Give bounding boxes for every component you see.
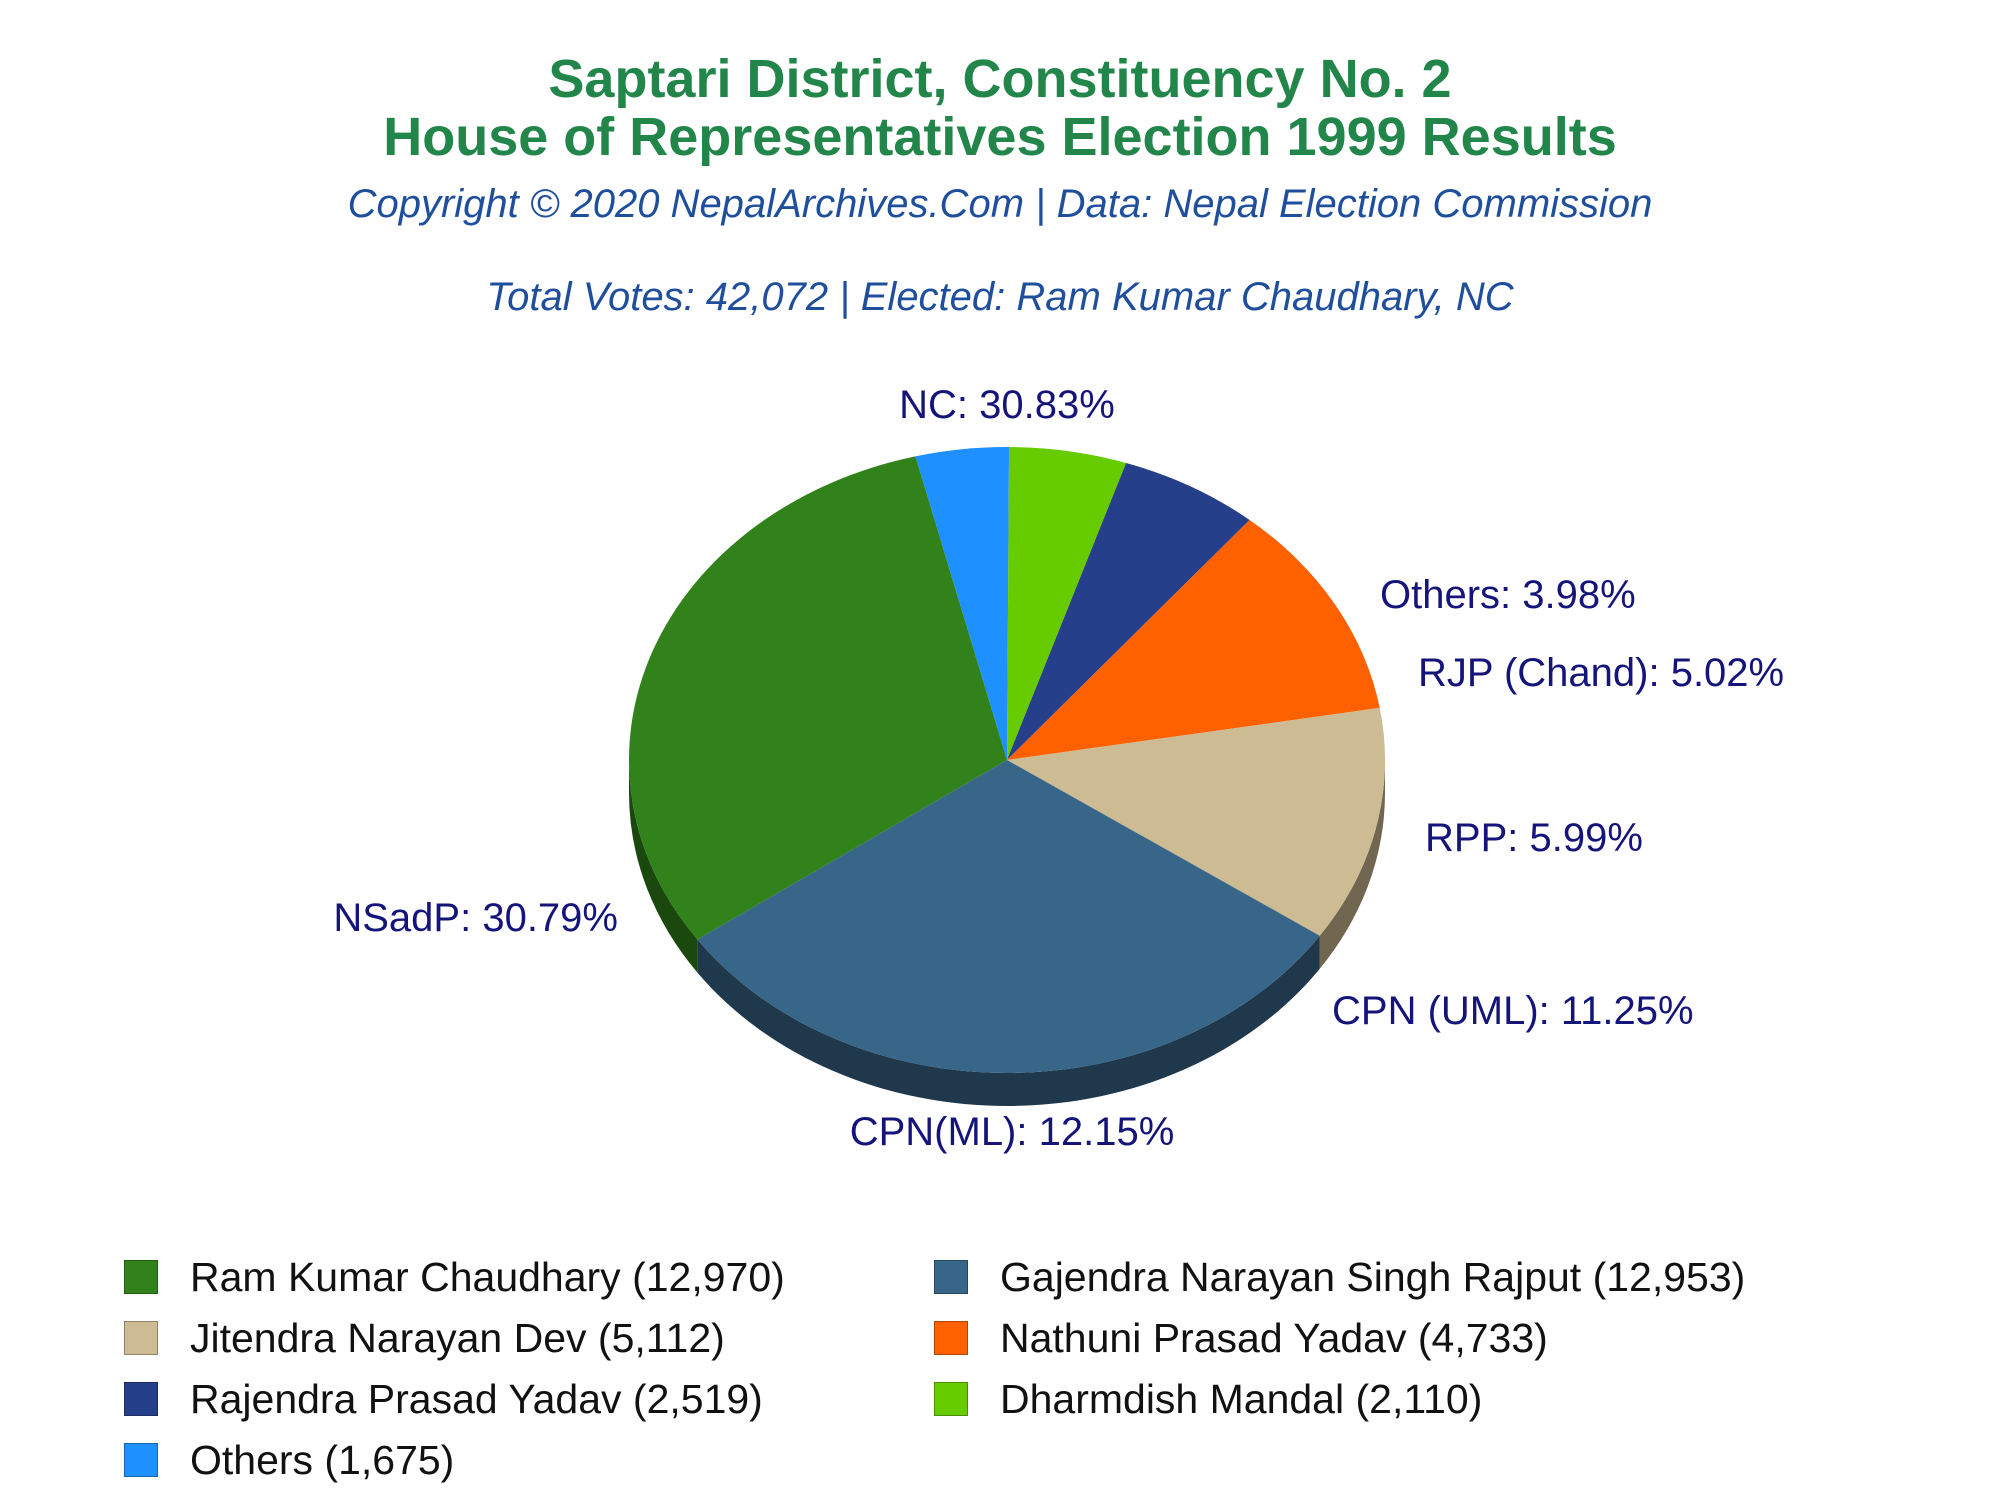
legend-item: Jitendra Narayan Dev (5,112): [124, 1311, 725, 1365]
pie-side-0: [629, 760, 698, 973]
legend-label: Others (1,675): [190, 1436, 455, 1483]
legend-label: Nathuni Prasad Yadav (4,733): [1000, 1314, 1548, 1361]
legend-item: Ram Kumar Chaudhary (12,970): [124, 1250, 785, 1304]
pie-slice-label-1: Others: 3.98%: [1380, 573, 1636, 617]
pie-slice-label-6: NSadP: 30.79%: [333, 896, 618, 940]
pie-labels: NC: 30.83% Others: 3.98% RJP (Chand): 5.02…: [333, 383, 1784, 1154]
pie-slice-4[interactable]: [1007, 519, 1380, 760]
legend-label: Rajendra Prasad Yadav (2,519): [190, 1375, 763, 1422]
copyright-text: Copyright © 2020 NepalArchives.Com | Dat…: [347, 182, 1653, 226]
pie-sides: [629, 760, 1385, 1106]
chart-title: Saptari District, Constituency No. 2: [548, 49, 1452, 109]
legend-swatch: [124, 1321, 158, 1355]
pie-slice-1[interactable]: [915, 447, 1010, 760]
pie-slice-5[interactable]: [1007, 707, 1385, 936]
pie-side-6: [697, 935, 1320, 1106]
pie-slice-3[interactable]: [1007, 462, 1250, 760]
legend-item: Gajendra Narayan Singh Rajput (12,953): [934, 1250, 1745, 1304]
pie-side-5: [1319, 760, 1385, 969]
legend-swatch: [124, 1382, 158, 1416]
legend-swatch: [124, 1260, 158, 1294]
legend-label: Jitendra Narayan Dev (5,112): [190, 1314, 725, 1361]
legend-label: Dharmdish Mandal (2,110): [1000, 1375, 1483, 1422]
chart-subtitle: House of Representatives Election 1999 R…: [383, 107, 1617, 167]
legend-label: Ram Kumar Chaudhary (12,970): [190, 1253, 785, 1300]
legend-swatch: [934, 1382, 968, 1416]
legend-item: Others (1,675): [124, 1433, 454, 1487]
summary-text: Total Votes: 42,072 | Elected: Ram Kumar…: [486, 275, 1514, 319]
pie-slice-label-0: NC: 30.83%: [899, 383, 1115, 427]
pie-slice-6[interactable]: [697, 760, 1320, 1073]
pie-slices: [629, 447, 1385, 1073]
pie-slice-label-3: RPP: 5.99%: [1425, 816, 1643, 860]
legend-swatch: [124, 1443, 158, 1477]
pie-slice-label-4: CPN (UML): 11.25%: [1332, 989, 1694, 1033]
legend-label: Gajendra Narayan Singh Rajput (12,953): [1000, 1253, 1746, 1300]
pie-slice-0[interactable]: [629, 456, 1007, 940]
legend-item: Rajendra Prasad Yadav (2,519): [124, 1372, 763, 1426]
pie-slice-2[interactable]: [1007, 447, 1127, 760]
legend-swatch: [934, 1321, 968, 1355]
legend-item: Dharmdish Mandal (2,110): [934, 1372, 1482, 1426]
legend-swatch: [934, 1260, 968, 1294]
pie-slice-label-2: RJP (Chand): 5.02%: [1418, 651, 1784, 695]
legend-item: Nathuni Prasad Yadav (4,733): [934, 1311, 1548, 1365]
pie-slice-label-5: CPN(ML): 12.15%: [850, 1110, 1175, 1154]
